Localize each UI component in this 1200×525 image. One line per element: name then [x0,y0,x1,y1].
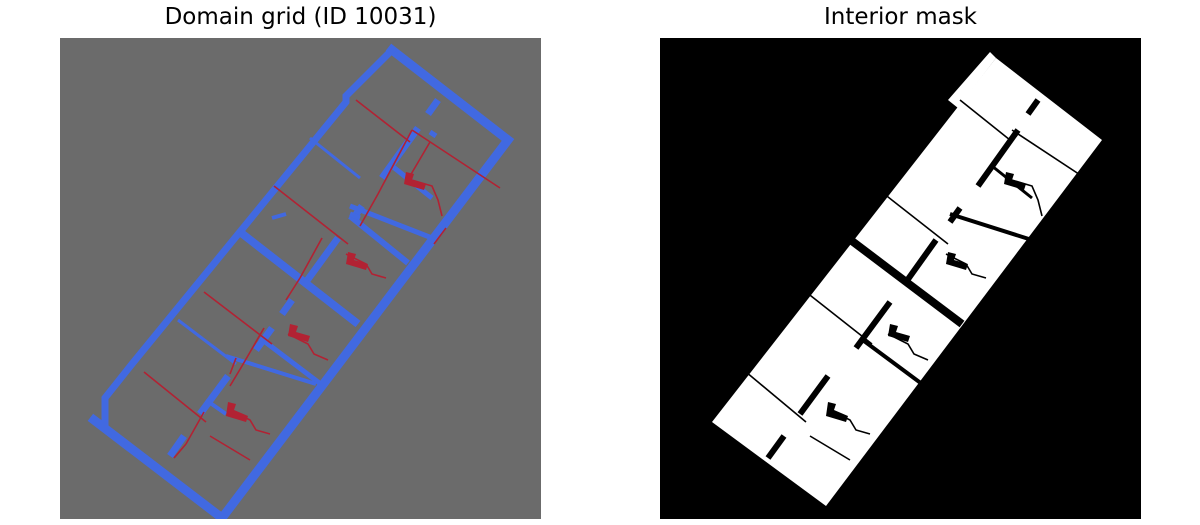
cross-wall-4 [428,129,438,139]
red-line-16 [185,411,205,445]
mask-fixture-3 [888,324,910,342]
mask-cross-2 [949,212,1033,242]
domain-grid-canvas [60,38,541,519]
mask-line-11 [809,435,851,461]
cross-wall-main [237,228,361,328]
spine-seg-5 [279,297,295,317]
fixture-1 [404,172,426,190]
red-line-2 [273,185,349,245]
interior-lines [143,99,501,461]
spine-walls [167,97,441,459]
fixture-3 [288,324,310,342]
red-line-6 [377,129,413,195]
mask-line-1 [959,99,1011,141]
mask-spine-2 [975,128,1021,188]
red-line-5 [411,129,501,189]
mask-cross-3 [858,336,924,386]
red-line-17 [173,443,187,459]
spine-seg-8 [167,433,187,459]
mask-line-2 [873,185,949,245]
red-line-21 [433,227,447,245]
cross-wall-12 [271,212,287,220]
fixture-4 [226,402,248,422]
mask-spine-7 [765,434,787,460]
spine-seg-4 [303,235,341,285]
mask-line-8 [945,253,987,279]
red-line-7 [359,193,379,227]
mask-spine-4 [903,238,939,284]
cross-wall-7 [349,203,433,241]
interior-region-notch [948,52,996,108]
red-line-12 [345,253,387,279]
red-line-20 [229,357,237,375]
outer-wall-main [87,43,515,519]
red-line-13 [241,327,265,367]
outer-walls [87,43,515,519]
fixtures [226,172,426,422]
mask-spine-1 [1025,98,1041,116]
red-line-14 [229,365,243,387]
red-line-8 [409,141,431,177]
cross-wall-3 [258,336,324,387]
cross-wall-8 [309,136,361,180]
mask-line-4 [745,371,807,423]
mask-fixture-2 [946,252,968,270]
red-line-4 [143,371,207,423]
mask-fixtures [826,172,1026,422]
mask-line-3 [805,291,873,345]
mask-cross-main [837,228,965,328]
mask-fixture-4 [826,402,848,422]
red-line-10 [299,237,323,279]
cross-wall-10 [225,354,317,386]
cross-wall-11 [204,398,228,416]
interior-mask-panel [660,38,1141,519]
red-line-11 [285,277,301,301]
mask-spine-6 [797,374,831,416]
interior-mask-title: Interior mask [823,4,977,30]
domain-grid-title: Domain grid (ID 10031) [164,4,437,30]
spine-seg-1 [425,97,441,117]
spine-seg-7 [197,373,231,417]
red-line-18 [209,435,251,461]
interior-mask-canvas [660,38,1141,519]
cross-wall-2 [348,213,410,266]
mask-fixture-1 [1004,172,1026,190]
fixture-2 [346,252,368,270]
domain-grid-panel [60,38,541,519]
outer-wall-left [101,45,397,427]
red-line-1 [355,99,411,143]
cross-wall-6 [349,211,361,221]
mask-line-5 [1011,129,1101,189]
